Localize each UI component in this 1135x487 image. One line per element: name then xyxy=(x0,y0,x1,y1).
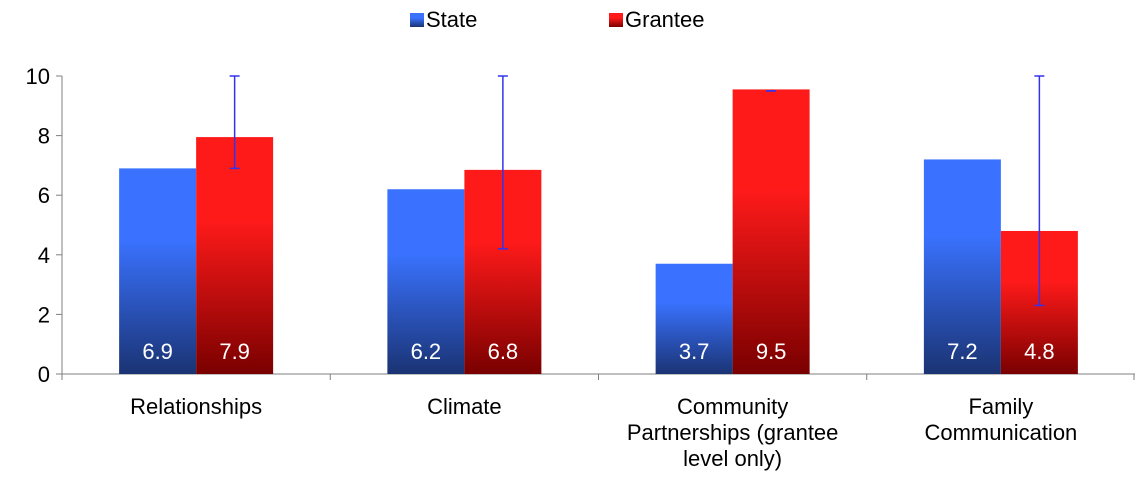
x-category-label: Climate xyxy=(427,394,502,419)
bar-state xyxy=(923,159,1001,374)
y-axis: 0 2 4 6 8 10 xyxy=(26,64,63,387)
legend-swatch-grantee xyxy=(609,13,623,27)
error-bar xyxy=(1034,75,1045,307)
bars xyxy=(119,89,1078,374)
y-tick-label: 2 xyxy=(38,302,50,327)
y-tick-label: 6 xyxy=(38,183,50,208)
data-label-state: 6.9 xyxy=(142,339,173,364)
error-bars xyxy=(229,75,1045,307)
data-label-state: 3.7 xyxy=(679,339,710,364)
y-tick-label: 8 xyxy=(38,124,50,149)
legend-label-grantee: Grantee xyxy=(625,7,705,32)
x-category-label: Family Communication xyxy=(924,394,1077,445)
x-axis: Relationships Climate Community Partnership… xyxy=(61,373,1135,471)
error-bar xyxy=(229,75,240,170)
y-tick-label: 4 xyxy=(38,243,50,268)
data-label-state: 7.2 xyxy=(947,339,978,364)
bar-grantee xyxy=(196,137,274,374)
bar-state xyxy=(387,189,465,374)
bar-grantee xyxy=(732,89,810,374)
x-category-label: Community Partnerships (grantee level only… xyxy=(627,394,839,471)
legend: State Grantee xyxy=(410,7,705,32)
y-tick-label: 10 xyxy=(26,64,50,89)
data-labels: 6.9 6.2 3.7 7.2 7.9 6.8 9.5 4.8 xyxy=(142,339,1054,364)
y-tick-label: 0 xyxy=(38,362,50,387)
bar-state xyxy=(119,168,197,374)
data-label-grantee: 7.9 xyxy=(219,339,250,364)
x-category-label: Relationships xyxy=(130,394,262,419)
legend-label-state: State xyxy=(426,7,477,32)
error-bar xyxy=(497,75,508,250)
bar-state xyxy=(655,263,733,374)
data-label-grantee: 6.8 xyxy=(488,339,519,364)
data-label-state: 6.2 xyxy=(411,339,442,364)
legend-swatch-state xyxy=(410,13,424,27)
data-label-grantee: 4.8 xyxy=(1024,339,1055,364)
data-label-grantee: 9.5 xyxy=(756,339,787,364)
